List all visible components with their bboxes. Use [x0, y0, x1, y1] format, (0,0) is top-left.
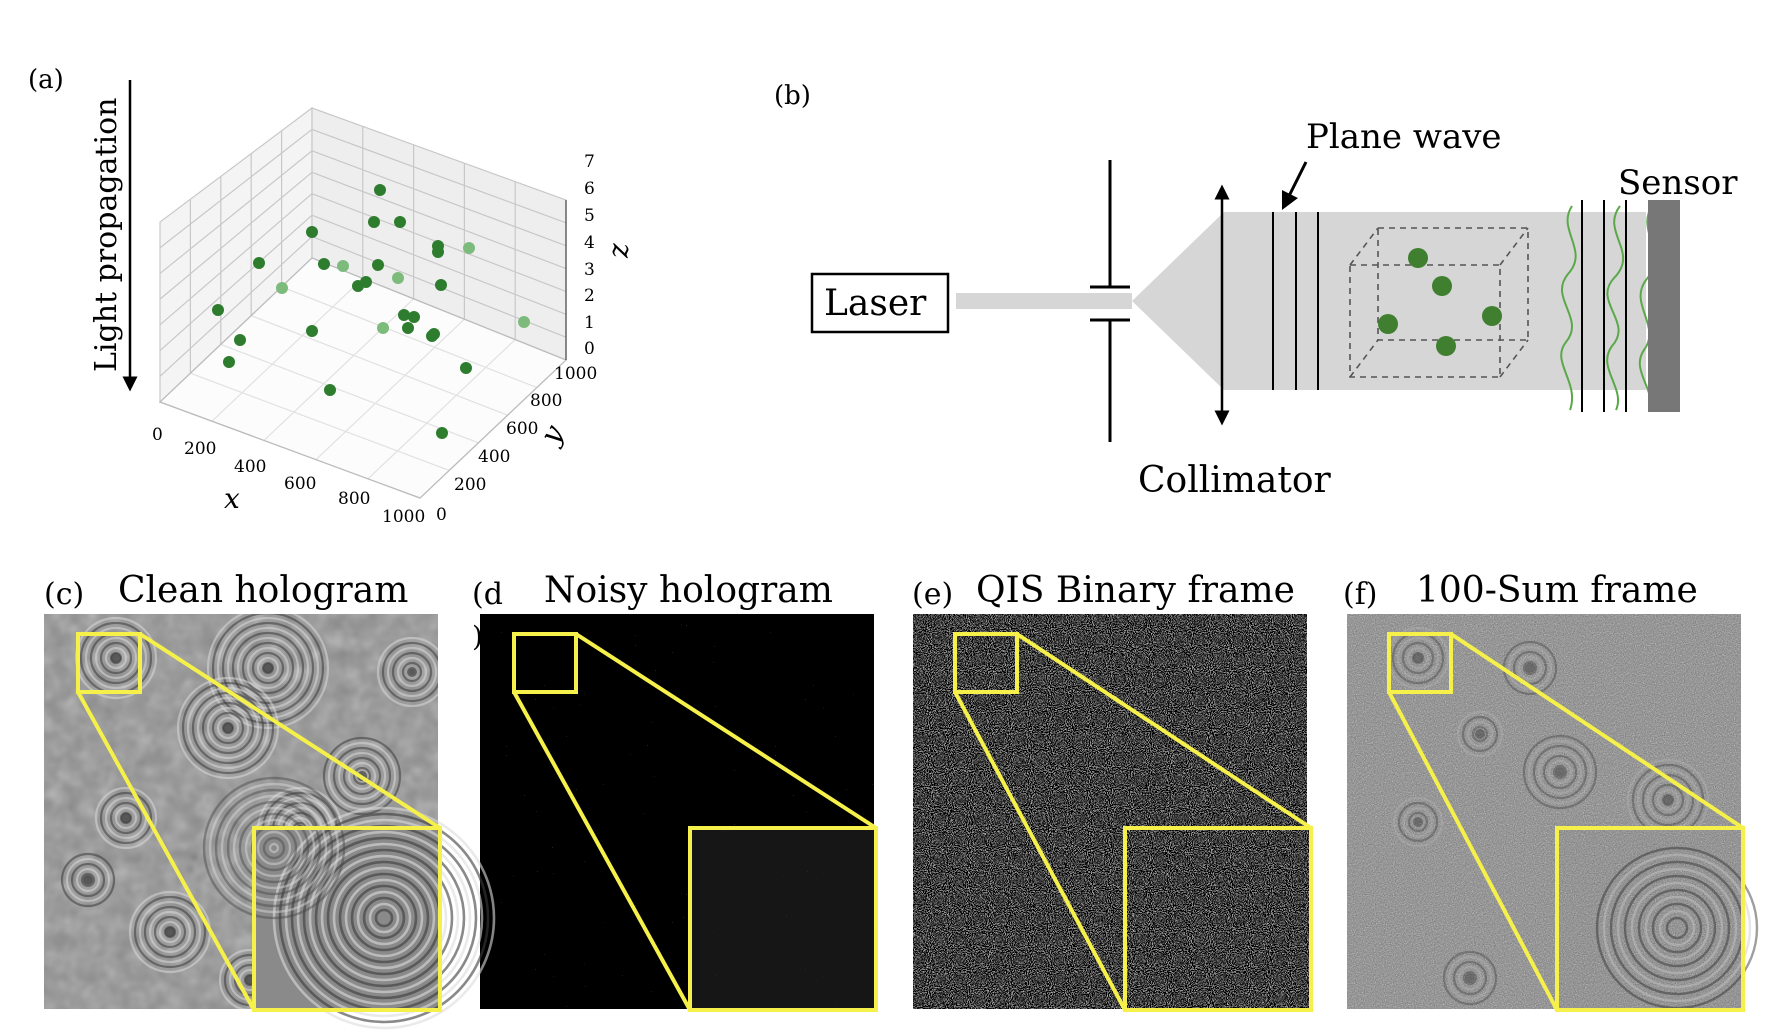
panel-b: (b) Laser Collimator Plane wave	[774, 81, 1738, 501]
y-tick-800: 800	[530, 391, 562, 411]
particle-point	[436, 427, 448, 439]
particle-point	[374, 184, 386, 196]
particle-point	[435, 279, 447, 291]
z-tick-7: 7	[584, 152, 595, 172]
collimator-label: Collimator	[1138, 460, 1332, 501]
particle-points	[212, 184, 530, 439]
sensor-label: Sensor	[1618, 163, 1738, 203]
particle-point	[324, 384, 336, 396]
plane-wave-label: Plane wave	[1306, 117, 1502, 157]
particle-point	[460, 362, 472, 374]
sample-volume-cube	[1349, 227, 1529, 378]
particle-point	[337, 260, 349, 272]
x-tick-1000: 1000	[382, 507, 425, 527]
pinhole-aperture	[1090, 160, 1130, 442]
z-tick-4: 4	[584, 233, 595, 253]
3d-axes	[158, 106, 568, 499]
particle-point	[518, 316, 530, 328]
panel-c-title: Clean hologram	[118, 570, 408, 611]
x-tick-600: 600	[284, 474, 316, 494]
z-tick-5: 5	[584, 206, 595, 226]
panel-f-title: 100-Sum frame	[1416, 570, 1698, 611]
y-tick-200: 200	[454, 475, 486, 495]
z-tick-6: 6	[584, 179, 595, 199]
3d-axis-ticks: 0 200 400 600 800 1000 x 0 200 400 600 8…	[152, 152, 635, 527]
particle-point	[212, 304, 224, 316]
x-tick-800: 800	[338, 489, 370, 509]
z-tick-3: 3	[584, 260, 595, 280]
panel-b-label: (b)	[774, 81, 811, 111]
plane-wave-pointer	[1281, 161, 1308, 211]
x-tick-0: 0	[152, 425, 163, 445]
particle-point	[426, 330, 438, 342]
z-tick-0: 0	[584, 339, 595, 359]
panel-c-label: (c)	[44, 577, 84, 612]
x-axis-label: x	[224, 482, 240, 515]
particle-point	[402, 322, 414, 334]
zoom-inset-box	[1555, 826, 1745, 1012]
zoom-inset-box	[688, 826, 878, 1012]
panel-a-label: (a)	[28, 65, 64, 95]
laser-label: Laser	[824, 283, 927, 324]
zoom-source-box	[76, 632, 142, 694]
zoom-inset-box	[1123, 826, 1313, 1012]
panel-e-label: (e)	[912, 577, 953, 612]
light-propagation-label: Light propagation	[89, 98, 124, 372]
panel-d-title: Noisy hologram	[544, 570, 833, 611]
particle-point	[432, 246, 444, 258]
particle-point	[360, 276, 372, 288]
expanding-beam	[1132, 212, 1224, 390]
x-tick-200: 200	[184, 439, 216, 459]
particle-point	[223, 356, 235, 368]
laser-box	[810, 272, 950, 334]
panel-d-label: (d	[472, 577, 503, 612]
particle-point	[318, 258, 330, 270]
particle-point	[463, 242, 475, 254]
y-tick-400: 400	[478, 447, 510, 467]
particle-point	[306, 226, 318, 238]
collimated-beam	[1224, 212, 1646, 390]
zoom-inset-box	[252, 826, 442, 1012]
particle-point	[234, 334, 246, 346]
panel-a: (a) Light propagation 0 200 400 600 800 …	[28, 65, 635, 527]
z-tick-2: 2	[584, 286, 595, 306]
zoom-source-box	[512, 632, 578, 694]
particle-point	[394, 216, 406, 228]
plane-wave-fronts	[1272, 212, 1319, 390]
zoom-source-box	[953, 632, 1019, 694]
particle-point	[368, 216, 380, 228]
panel-f-label: (f)	[1343, 577, 1378, 612]
zoom-source-box	[1387, 632, 1453, 694]
y-axis-label: y	[532, 418, 570, 451]
particle-point	[253, 257, 265, 269]
particle-point	[398, 309, 410, 321]
z-tick-1: 1	[584, 313, 595, 333]
particle-point	[408, 311, 420, 323]
light-propagation-arrow: Light propagation	[89, 80, 138, 392]
particle-point	[276, 282, 288, 294]
sensor-block	[1648, 200, 1680, 412]
z-axis-label: z	[602, 243, 635, 259]
recorded-wavefronts	[1581, 200, 1627, 412]
particle-point	[306, 325, 318, 337]
laser-beam	[956, 293, 1132, 309]
particle-point	[377, 322, 389, 334]
y-tick-600: 600	[506, 419, 538, 439]
sample-particles	[1378, 248, 1502, 356]
particle-point	[392, 272, 404, 284]
particle-point	[372, 259, 384, 271]
x-tick-400: 400	[234, 457, 266, 477]
panel-e-title: QIS Binary frame	[976, 570, 1295, 611]
y-tick-0: 0	[436, 505, 447, 525]
y-tick-1000: 1000	[554, 364, 597, 384]
zoom-callouts	[76, 632, 1759, 1030]
